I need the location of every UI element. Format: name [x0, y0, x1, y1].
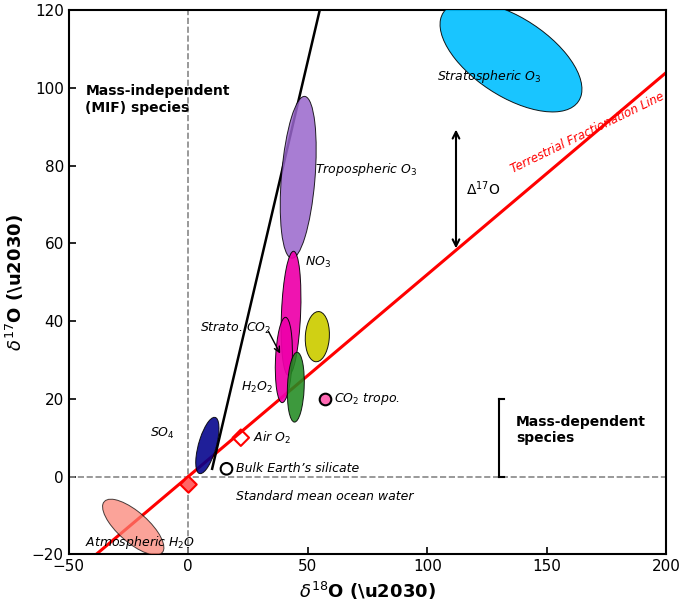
Text: Terrestrial Fractionation Line: Terrestrial Fractionation Line: [508, 90, 666, 176]
Text: Air O$_2$: Air O$_2$: [253, 430, 291, 446]
Point: [221, 464, 232, 474]
Text: Tropospheric O$_3$: Tropospheric O$_3$: [315, 161, 417, 178]
Ellipse shape: [280, 96, 316, 258]
X-axis label: $\delta^{18}$O (\u2030): $\delta^{18}$O (\u2030): [299, 580, 436, 602]
Ellipse shape: [287, 352, 304, 422]
Text: $H_2O_2$: $H_2O_2$: [241, 379, 273, 395]
Text: $\Delta^{17}$O: $\Delta^{17}$O: [466, 179, 500, 198]
Y-axis label: $\delta^{17}$O (\u2030): $\delta^{17}$O (\u2030): [4, 214, 26, 351]
Ellipse shape: [196, 418, 219, 474]
Text: Mass-independent
(MIF) species: Mass-independent (MIF) species: [86, 84, 230, 115]
Text: Atmospheric $H_2O$: Atmospheric $H_2O$: [86, 534, 195, 551]
Point: [183, 479, 194, 489]
Text: $CO_2$ tropo.: $CO_2$ tropo.: [334, 391, 400, 407]
Text: Mass-dependent
species: Mass-dependent species: [516, 415, 646, 445]
Ellipse shape: [281, 251, 301, 375]
Text: $NO_3$: $NO_3$: [306, 255, 332, 270]
Text: Bulk Earth’s silicate: Bulk Earth’s silicate: [236, 462, 360, 475]
Ellipse shape: [440, 2, 582, 112]
Ellipse shape: [103, 499, 164, 555]
Ellipse shape: [275, 318, 292, 402]
Text: Standard mean ocean water: Standard mean ocean water: [236, 490, 414, 502]
Point: [236, 433, 247, 442]
Point: [319, 394, 330, 404]
Text: $SO_4$: $SO_4$: [150, 426, 175, 441]
Text: Stratospheric O$_3$: Stratospheric O$_3$: [437, 68, 541, 85]
Ellipse shape: [306, 311, 329, 362]
Text: Strato. CO$_2$: Strato. CO$_2$: [200, 321, 272, 336]
